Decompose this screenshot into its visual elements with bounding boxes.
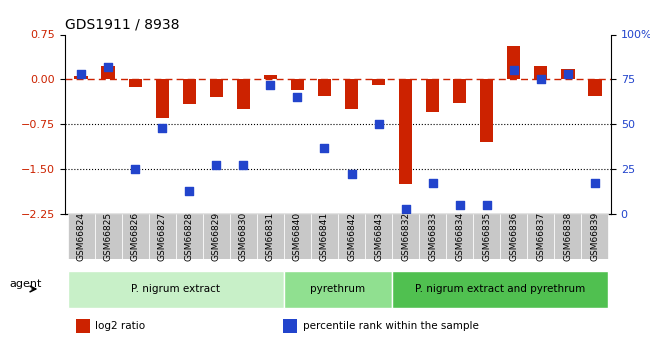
Point [373,121,384,127]
Bar [129,79,142,87]
Text: GSM66837: GSM66837 [536,212,545,261]
FancyBboxPatch shape [338,214,365,259]
Bar [372,79,385,85]
FancyBboxPatch shape [500,214,527,259]
FancyBboxPatch shape [257,214,284,259]
Text: GSM66832: GSM66832 [401,212,410,261]
Point [265,82,276,88]
FancyBboxPatch shape [149,214,176,259]
Point [103,64,114,70]
Point [428,181,438,186]
FancyBboxPatch shape [365,214,392,259]
Text: GSM66841: GSM66841 [320,212,329,261]
Text: GSM66838: GSM66838 [564,212,572,261]
FancyBboxPatch shape [419,214,446,259]
Point [400,206,411,211]
Text: GSM66835: GSM66835 [482,212,491,261]
Bar [534,66,547,79]
Text: GSM66842: GSM66842 [347,212,356,261]
Text: GSM66843: GSM66843 [374,212,383,261]
Point [211,163,222,168]
Text: GSM66827: GSM66827 [158,212,167,261]
Text: GSM66829: GSM66829 [212,212,221,261]
Point [130,166,140,172]
Bar [344,79,358,109]
Text: agent: agent [10,279,42,288]
Text: GSM66840: GSM66840 [293,212,302,261]
FancyBboxPatch shape [473,214,500,259]
Point [292,95,303,100]
Bar [588,79,601,96]
Text: GSM66825: GSM66825 [104,212,112,261]
Text: GSM66824: GSM66824 [77,212,86,261]
Text: percentile rank within the sample: percentile rank within the sample [302,321,478,331]
Bar [155,79,169,118]
Bar [399,79,412,184]
FancyBboxPatch shape [284,271,392,308]
Point [508,68,519,73]
FancyBboxPatch shape [68,271,284,308]
Bar [75,76,88,79]
FancyBboxPatch shape [203,214,230,259]
Point [562,71,573,77]
FancyBboxPatch shape [581,214,608,259]
Text: P. nigrum extract: P. nigrum extract [131,284,220,294]
Bar [291,79,304,90]
Bar [209,79,223,97]
FancyBboxPatch shape [95,214,122,259]
Point [184,188,194,193]
FancyBboxPatch shape [284,214,311,259]
Point [482,202,492,208]
FancyBboxPatch shape [527,214,554,259]
Point [157,125,168,130]
Point [238,163,248,168]
Bar [318,79,332,96]
Bar [507,47,521,79]
Text: GDS1911 / 8938: GDS1911 / 8938 [65,18,179,32]
FancyBboxPatch shape [392,271,608,308]
FancyBboxPatch shape [122,214,149,259]
FancyBboxPatch shape [176,214,203,259]
Bar [264,75,277,79]
Bar [183,79,196,105]
Bar [561,69,575,79]
Text: GSM66826: GSM66826 [131,212,140,261]
Text: GSM66836: GSM66836 [509,212,518,261]
Text: P. nigrum extract and pyrethrum: P. nigrum extract and pyrethrum [415,284,585,294]
FancyBboxPatch shape [392,214,419,259]
Point [319,145,330,150]
Bar [76,319,90,333]
FancyBboxPatch shape [446,214,473,259]
Bar [283,319,297,333]
Text: GSM66831: GSM66831 [266,212,275,261]
FancyBboxPatch shape [554,214,581,259]
Bar [237,79,250,109]
FancyBboxPatch shape [68,214,95,259]
Bar [480,79,493,142]
Point [590,181,600,186]
Point [346,172,357,177]
Point [536,77,546,82]
Text: GSM66839: GSM66839 [590,212,599,261]
Text: log2 ratio: log2 ratio [95,321,145,331]
Point [76,71,86,77]
Bar [426,79,439,112]
Text: GSM66830: GSM66830 [239,212,248,261]
Point [454,202,465,208]
Text: GSM66833: GSM66833 [428,212,437,261]
Bar [453,79,467,103]
Text: pyrethrum: pyrethrum [311,284,365,294]
Text: GSM66828: GSM66828 [185,212,194,261]
Text: GSM66834: GSM66834 [455,212,464,261]
Bar [101,66,115,79]
FancyBboxPatch shape [311,214,338,259]
FancyBboxPatch shape [230,214,257,259]
